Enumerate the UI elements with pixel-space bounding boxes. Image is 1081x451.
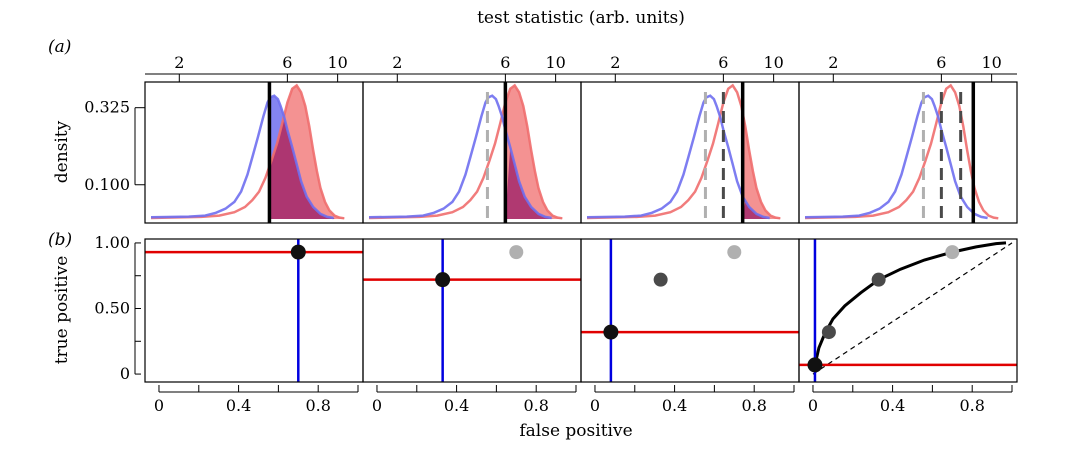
top-tick-label: 6 bbox=[500, 53, 510, 72]
bottom-tick-label: 0 bbox=[808, 396, 818, 415]
bottom-tick-label: 0 bbox=[590, 396, 600, 415]
tp-tick-label: 0.50 bbox=[94, 299, 130, 318]
negative-density-curve bbox=[150, 94, 334, 220]
top-tick-label: 10 bbox=[545, 53, 565, 72]
previous-roc-point bbox=[509, 245, 524, 260]
bottom-tick-label: 0.8 bbox=[523, 396, 548, 415]
positive-density-curve bbox=[586, 83, 781, 220]
positive-fill-area bbox=[742, 112, 781, 219]
bottom-tick-label: 0 bbox=[372, 396, 382, 415]
bottom-tick-label: 0.8 bbox=[959, 396, 984, 415]
roc-point bbox=[435, 272, 451, 288]
density-panel bbox=[804, 82, 999, 223]
previous-roc-point bbox=[871, 272, 886, 287]
roc-curve bbox=[813, 241, 1007, 366]
top-tick-label: 2 bbox=[610, 53, 620, 72]
positive-density-curve bbox=[150, 83, 345, 220]
bottom-tick-label: 0.4 bbox=[662, 396, 687, 415]
top-axis-title: test statistic (arb. units) bbox=[477, 8, 685, 28]
roc-panel bbox=[145, 239, 363, 382]
top-tick-label: 2 bbox=[392, 53, 402, 72]
density-panel bbox=[368, 82, 563, 223]
fp-axis-title: false positive bbox=[519, 421, 632, 441]
roc-panel-frame bbox=[362, 238, 582, 383]
density-panel bbox=[150, 82, 345, 223]
bottom-tick-label: 0 bbox=[154, 396, 164, 415]
density-tick-label: 0.325 bbox=[84, 98, 130, 117]
negative-density-curve bbox=[368, 94, 552, 220]
density-panel-frame bbox=[798, 81, 1018, 224]
previous-roc-point bbox=[821, 325, 836, 340]
roc-panel-frame bbox=[798, 238, 1018, 383]
tp-axis-title: true positive bbox=[52, 256, 72, 365]
bottom-tick-label: 0.4 bbox=[444, 396, 469, 415]
top-tick-label: 10 bbox=[327, 53, 347, 72]
roc-panel-frame bbox=[580, 238, 800, 383]
top-tick-label: 10 bbox=[763, 53, 783, 72]
previous-roc-point bbox=[945, 245, 960, 260]
tp-tick-label: 0 bbox=[120, 364, 130, 383]
top-tick-label: 2 bbox=[174, 53, 184, 72]
roc-panel bbox=[363, 239, 581, 382]
previous-roc-point bbox=[653, 272, 668, 287]
roc-panel bbox=[799, 239, 1017, 382]
roc-panel bbox=[581, 239, 799, 382]
top-tick-label: 6 bbox=[282, 53, 292, 72]
bottom-tick-label: 0.8 bbox=[305, 396, 330, 415]
overlap-fill-area bbox=[269, 116, 345, 219]
roc-point bbox=[290, 244, 306, 260]
roc-panels: 0 0.4 0.8 0 0.4 0.8 0 0.4 0.8 0 0.4 0.8 0 0.50 1.00 bbox=[94, 233, 1018, 415]
roc-point bbox=[603, 324, 619, 340]
bottom-tick-label: 0.8 bbox=[741, 396, 766, 415]
positive-density-curve bbox=[368, 83, 563, 220]
panel-a-label: (a) bbox=[48, 37, 71, 57]
roc-point bbox=[807, 357, 823, 373]
density-panel bbox=[586, 82, 781, 223]
chance-diagonal-line bbox=[812, 242, 1013, 375]
top-tick-label: 6 bbox=[936, 53, 946, 72]
positive-density-curve bbox=[804, 83, 999, 220]
top-tick-label: 2 bbox=[828, 53, 838, 72]
density-axis-title: density bbox=[52, 120, 72, 183]
density-tick-label: 0.100 bbox=[84, 175, 130, 194]
tp-tick-label: 1.00 bbox=[94, 233, 130, 252]
previous-roc-point bbox=[727, 245, 742, 260]
overlap-fill-area bbox=[742, 200, 781, 219]
panel-b-label: (b) bbox=[48, 230, 72, 250]
roc-panel-frame bbox=[144, 238, 364, 383]
density-panels: 2 6 10 2 6 10 2 6 10 2 6 10 0.100 0.325 bbox=[84, 53, 1018, 224]
bottom-tick-label: 0.4 bbox=[226, 396, 251, 415]
overlap-fill-area bbox=[505, 147, 563, 219]
bottom-tick-label: 0.4 bbox=[880, 396, 905, 415]
top-tick-label: 10 bbox=[981, 53, 1001, 72]
top-tick-label: 6 bbox=[718, 53, 728, 72]
